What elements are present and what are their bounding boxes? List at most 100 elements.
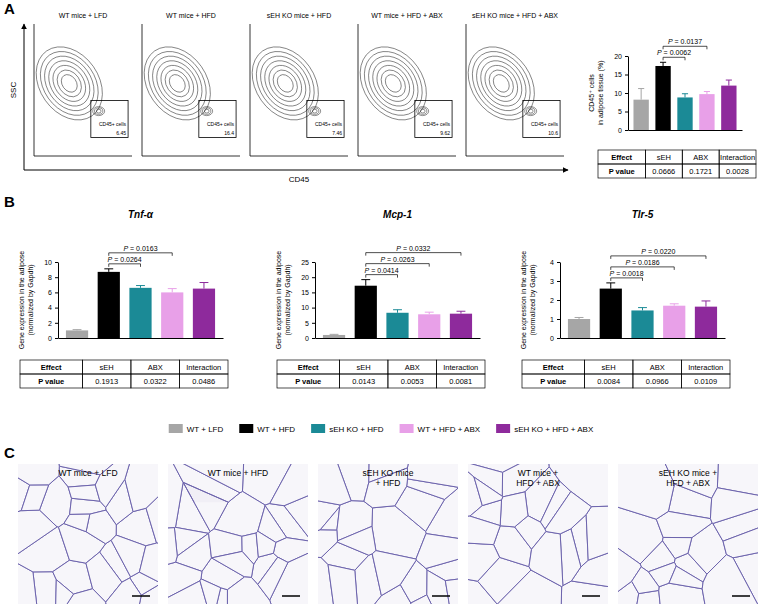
table-cell <box>633 360 682 374</box>
table-text: 0.0053 <box>401 377 424 386</box>
adipocyte <box>407 464 458 487</box>
legend-swatch <box>169 424 183 433</box>
y-axis: 01234 <box>550 259 560 342</box>
adipocyte <box>669 566 703 589</box>
y-tick-label: 6 <box>48 289 52 296</box>
y-tick-mark <box>312 323 315 324</box>
y-axis-title: (normalized by Gapdh) <box>27 264 35 335</box>
table-text: P value <box>295 377 321 386</box>
adipocyte <box>183 482 228 531</box>
flow-contours <box>466 34 548 133</box>
contour <box>490 72 512 96</box>
gate-label: CD45+ cells <box>531 121 559 127</box>
bar-chart: Tlr-501234Gene expression in the adipose… <box>520 209 726 349</box>
x-axis-line <box>561 338 726 339</box>
adipocyte <box>702 555 758 604</box>
flow-plot: sEH KO mice + HFDCD45+ cells7.46 <box>238 12 348 156</box>
table-cell <box>681 360 730 374</box>
table-cell <box>436 374 485 388</box>
bar <box>695 307 717 338</box>
adipocyte <box>168 528 177 566</box>
scale-bar <box>432 595 450 597</box>
contour <box>472 53 530 114</box>
table-text: Effect <box>41 363 62 372</box>
y-tick-label: 3 <box>550 278 554 285</box>
adipocyte <box>106 578 142 604</box>
comparison-bracket <box>663 46 707 49</box>
plot-area <box>66 269 215 338</box>
y-tick: 10 <box>44 259 58 266</box>
y-tick-label: 2 <box>48 320 52 327</box>
y-tick-mark <box>557 300 560 301</box>
adipocyte <box>586 506 608 560</box>
contour <box>250 34 332 133</box>
legend-swatch <box>496 424 510 433</box>
adipocyte <box>474 477 503 506</box>
table-text: sEH <box>602 363 616 372</box>
comparison-label: P = 0.0018 <box>610 270 644 277</box>
histology-image: WT mice + HFD <box>163 459 313 609</box>
y-axis: 05101520 <box>614 53 628 134</box>
y-tick-mark <box>55 308 58 309</box>
y-tick-mark <box>625 130 628 131</box>
plot-area <box>568 283 717 338</box>
scale-bar <box>282 595 300 597</box>
flow-ylabel: SSC <box>9 82 18 99</box>
y-axis: 0510152025 <box>301 259 315 342</box>
image-label: WT mice + LFD <box>58 468 117 478</box>
y-tick: 20 <box>301 274 315 281</box>
x-axis <box>59 338 224 340</box>
gate-value: 16.4 <box>224 130 234 136</box>
flow-contours <box>34 34 116 133</box>
contour <box>312 109 317 113</box>
table-text: 0.0028 <box>726 167 749 176</box>
flow-axis <box>466 24 467 156</box>
bar <box>633 100 648 130</box>
y-tick-label: 10 <box>614 90 622 97</box>
comparison-bracket <box>109 264 141 267</box>
table-text: Effect <box>611 153 632 162</box>
comparison-bracket <box>366 264 429 267</box>
y-tick-mark <box>557 281 560 282</box>
comparison-bracket <box>366 253 461 256</box>
contour <box>420 109 425 113</box>
error-bar <box>457 311 466 313</box>
table-cell <box>277 374 339 388</box>
contour <box>478 59 524 108</box>
contour <box>466 34 548 133</box>
effect-table: EffectsEHABXInteractionP value0.01430.00… <box>277 360 485 388</box>
histology-image: sEH KO mice +HFD + ABX <box>613 459 762 609</box>
table-text: 0.0966 <box>646 377 669 386</box>
y-tick-label: 2 <box>550 297 554 304</box>
adipocyte <box>632 567 659 594</box>
bar <box>631 310 653 338</box>
scale-bar <box>132 595 150 597</box>
adipocyte <box>318 464 351 505</box>
contour <box>466 47 536 121</box>
contour <box>166 72 188 96</box>
x-axis-line <box>629 130 743 131</box>
adipocyte <box>258 557 288 600</box>
error-bar <box>330 334 339 336</box>
contour <box>154 59 200 108</box>
adipocyte <box>723 526 758 558</box>
bar <box>600 289 622 338</box>
error-bar <box>200 283 209 289</box>
error-bar <box>575 317 584 319</box>
adipocyte <box>18 464 59 485</box>
gate-value: 7.46 <box>332 130 342 136</box>
y-tick: 20 <box>614 53 628 60</box>
legend-label: sEH KO + HFD <box>329 425 384 434</box>
flow-axis <box>142 24 143 156</box>
y-tick-label: 10 <box>301 304 309 311</box>
y-tick: 4 <box>48 304 58 311</box>
legend-label: WT + LFD <box>187 425 224 434</box>
flow-plot: WT mice + HFDCD45+ cells16.4 <box>130 12 240 156</box>
y-axis-title: Gene expression in the adipose <box>520 251 528 350</box>
table-cell <box>633 374 682 388</box>
error-bar <box>638 89 644 100</box>
table-text: P value <box>540 377 566 386</box>
contour <box>93 107 105 116</box>
adipocyte <box>328 565 358 604</box>
table-cell <box>82 374 131 388</box>
